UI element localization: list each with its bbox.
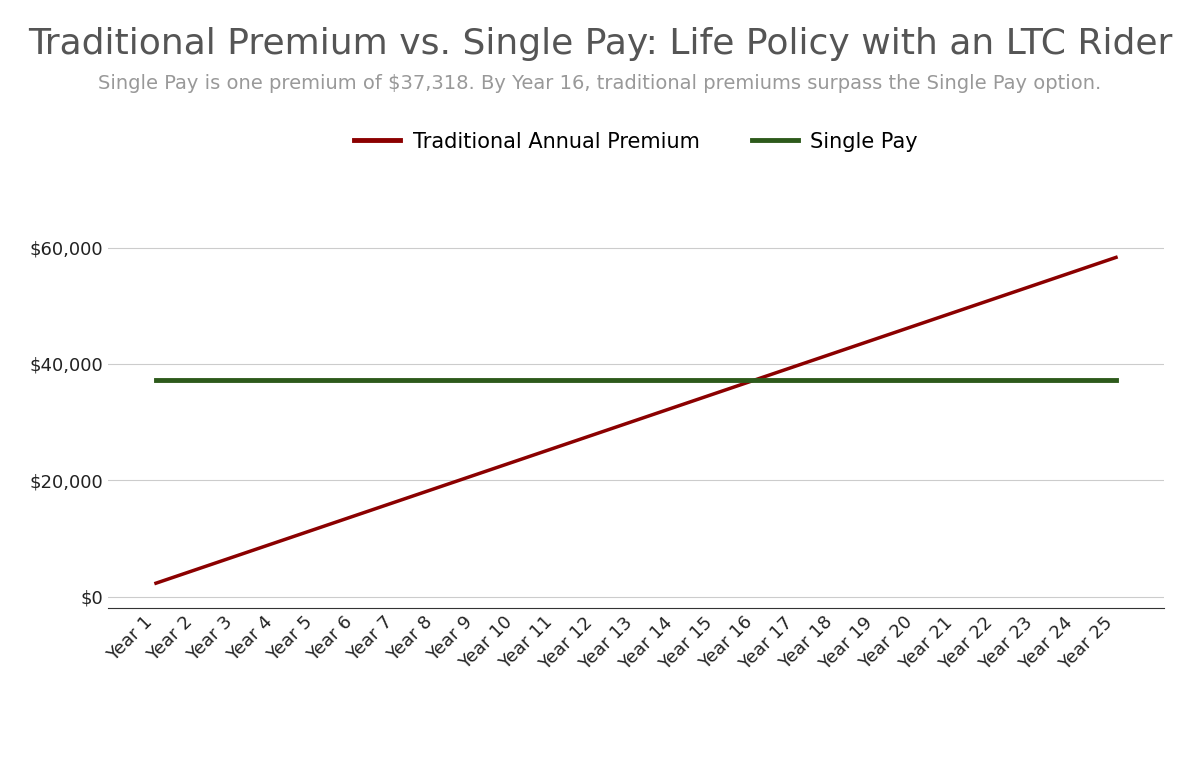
- Traditional Annual Premium: [788, 361, 803, 370]
- Traditional Annual Premium: [548, 443, 563, 452]
- Single Pay: [1109, 375, 1123, 385]
- Traditional Annual Premium: [469, 470, 484, 479]
- Single Pay: [949, 375, 964, 385]
- Text: Single Pay is one premium of $37,318. By Year 16, traditional premiums surpass t: Single Pay is one premium of $37,318. By…: [98, 74, 1102, 93]
- Traditional Annual Premium: [389, 497, 403, 506]
- Single Pay: [668, 375, 683, 385]
- Single Pay: [1069, 375, 1084, 385]
- Single Pay: [869, 375, 883, 385]
- Traditional Annual Premium: [428, 484, 443, 493]
- Traditional Annual Premium: [869, 334, 883, 343]
- Single Pay: [589, 375, 604, 385]
- Single Pay: [308, 375, 323, 385]
- Traditional Annual Premium: [149, 579, 163, 588]
- Traditional Annual Premium: [1109, 253, 1123, 262]
- Single Pay: [149, 375, 163, 385]
- Legend: Traditional Annual Premium, Single Pay: Traditional Annual Premium, Single Pay: [346, 123, 926, 160]
- Single Pay: [269, 375, 283, 385]
- Single Pay: [469, 375, 484, 385]
- Single Pay: [1028, 375, 1043, 385]
- Traditional Annual Premium: [629, 416, 643, 425]
- Single Pay: [349, 375, 364, 385]
- Traditional Annual Premium: [908, 321, 923, 330]
- Traditional Annual Premium: [949, 307, 964, 317]
- Single Pay: [788, 375, 803, 385]
- Traditional Annual Premium: [188, 565, 203, 574]
- Traditional Annual Premium: [709, 388, 724, 398]
- Traditional Annual Premium: [989, 293, 1003, 303]
- Single Pay: [548, 375, 563, 385]
- Traditional Annual Premium: [1069, 266, 1084, 275]
- Traditional Annual Premium: [749, 375, 763, 385]
- Traditional Annual Premium: [1028, 280, 1043, 289]
- Single Pay: [509, 375, 523, 385]
- Single Pay: [709, 375, 724, 385]
- Text: Traditional Premium vs. Single Pay: Life Policy with an LTC Rider: Traditional Premium vs. Single Pay: Life…: [28, 27, 1172, 62]
- Single Pay: [989, 375, 1003, 385]
- Single Pay: [829, 375, 844, 385]
- Line: Traditional Annual Premium: Traditional Annual Premium: [156, 257, 1116, 583]
- Single Pay: [229, 375, 244, 385]
- Traditional Annual Premium: [308, 524, 323, 534]
- Traditional Annual Premium: [589, 429, 604, 438]
- Single Pay: [908, 375, 923, 385]
- Single Pay: [749, 375, 763, 385]
- Single Pay: [188, 375, 203, 385]
- Single Pay: [389, 375, 403, 385]
- Traditional Annual Premium: [269, 537, 283, 547]
- Traditional Annual Premium: [349, 511, 364, 520]
- Traditional Annual Premium: [509, 456, 523, 466]
- Single Pay: [629, 375, 643, 385]
- Traditional Annual Premium: [829, 348, 844, 357]
- Traditional Annual Premium: [668, 402, 683, 411]
- Single Pay: [428, 375, 443, 385]
- Traditional Annual Premium: [229, 551, 244, 561]
